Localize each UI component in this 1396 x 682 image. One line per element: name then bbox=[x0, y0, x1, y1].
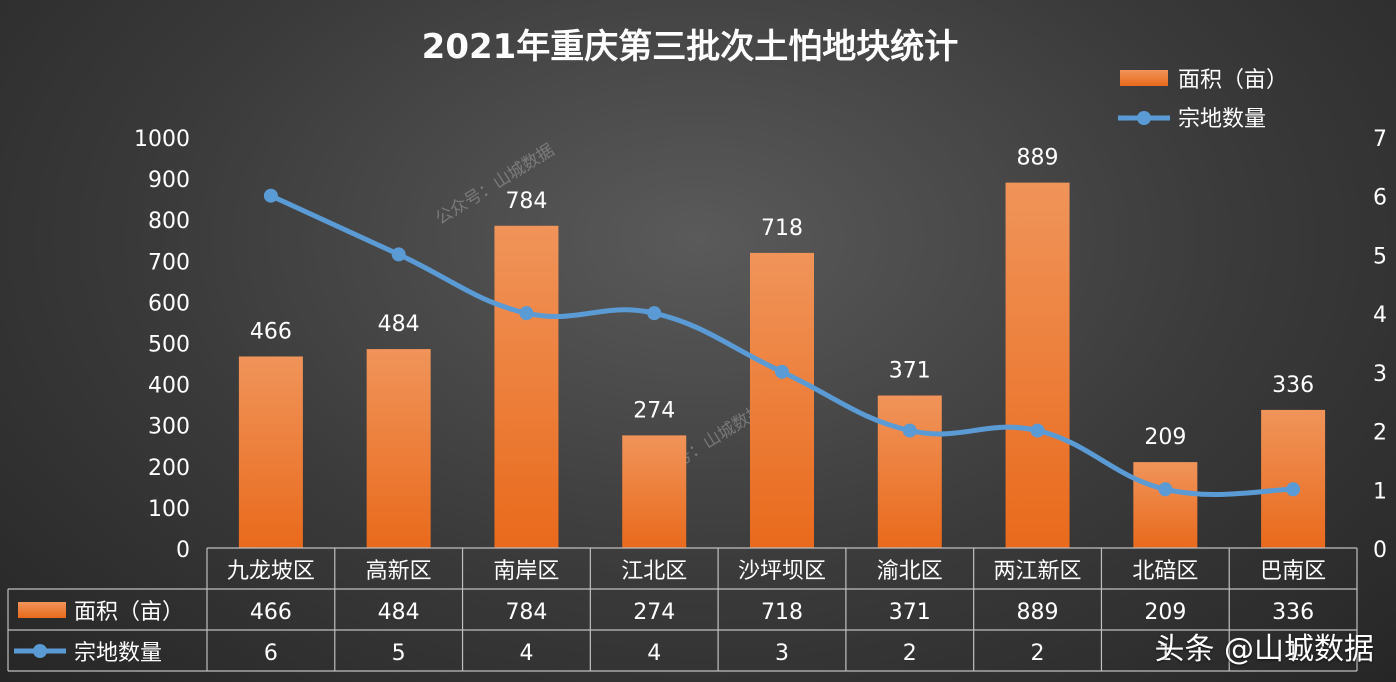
x-tick-label: 巴南区 bbox=[1260, 559, 1326, 584]
bar-data-label: 274 bbox=[633, 398, 675, 423]
line-point bbox=[263, 188, 278, 203]
table-cell: 2 bbox=[903, 641, 917, 666]
table-cell: 2 bbox=[1031, 641, 1045, 666]
x-tick-label: 九龙坡区 bbox=[227, 559, 315, 584]
table-cell: 784 bbox=[505, 600, 547, 625]
line-point bbox=[519, 306, 534, 321]
table-cell: 4 bbox=[647, 641, 661, 666]
x-tick-label: 北碚区 bbox=[1132, 559, 1198, 584]
y-left-tick-label: 100 bbox=[148, 497, 190, 522]
y-left-tick-label: 600 bbox=[148, 291, 190, 316]
table-row-label: 面积（亩） bbox=[74, 600, 184, 625]
y-axis-left: 0 100 200 300 400 500 600 700 800 900 1000 bbox=[134, 127, 190, 563]
table-cell: 274 bbox=[633, 600, 675, 625]
y-left-tick-label: 200 bbox=[148, 456, 190, 481]
bar bbox=[1261, 409, 1326, 548]
x-tick-label: 沙坪坝区 bbox=[738, 559, 826, 584]
bar-data-label: 209 bbox=[1144, 425, 1186, 450]
y-right-tick-label: 0 bbox=[1373, 538, 1387, 563]
watermark: 公众号：山城数据 bbox=[432, 140, 558, 229]
bar-data-label: 889 bbox=[1017, 146, 1059, 171]
table-cell: 4 bbox=[519, 641, 533, 666]
table-row-label: 宗地数量 bbox=[74, 641, 162, 666]
y-right-tick-label: 5 bbox=[1373, 244, 1387, 269]
line-point bbox=[1158, 482, 1173, 497]
line-point bbox=[775, 364, 789, 379]
line-point bbox=[391, 247, 406, 262]
bar bbox=[1133, 462, 1198, 548]
bar bbox=[1005, 182, 1070, 548]
line-point bbox=[1030, 423, 1045, 438]
legend-bar-label: 面积（亩） bbox=[1178, 68, 1288, 93]
y-left-tick-label: 500 bbox=[148, 333, 190, 358]
y-left-tick-label: 0 bbox=[176, 538, 190, 563]
bar-data-label: 484 bbox=[378, 312, 420, 337]
x-tick-label: 高新区 bbox=[366, 559, 432, 584]
bar bbox=[494, 225, 559, 548]
table-cell: 5 bbox=[392, 641, 406, 666]
bar-data-label: 371 bbox=[889, 359, 931, 384]
bar bbox=[750, 252, 814, 549]
y-left-tick-label: 300 bbox=[148, 415, 190, 440]
table-cell: 1 bbox=[1158, 641, 1172, 666]
x-tick-label: 两江新区 bbox=[994, 559, 1082, 584]
y-left-tick-label: 700 bbox=[148, 250, 190, 275]
x-tick-label: 南岸区 bbox=[493, 559, 559, 584]
bar bbox=[238, 356, 303, 548]
table-bar-swatch bbox=[18, 602, 66, 618]
y-right-tick-label: 2 bbox=[1373, 421, 1387, 446]
bar-data-label: 784 bbox=[505, 189, 547, 214]
y-right-tick-label: 4 bbox=[1373, 303, 1387, 328]
table-cell: 336 bbox=[1272, 600, 1314, 625]
legend-line-marker bbox=[1137, 111, 1151, 125]
table-cell: 484 bbox=[378, 600, 420, 625]
line-point bbox=[902, 423, 917, 438]
legend-bar-swatch bbox=[1120, 70, 1168, 86]
line-point bbox=[647, 306, 662, 321]
line-series bbox=[263, 188, 1301, 498]
table-cell: 6 bbox=[264, 641, 278, 666]
legend: 面积（亩） 宗地数量 bbox=[1118, 68, 1288, 132]
table-cell: 371 bbox=[889, 600, 931, 625]
bar bbox=[366, 349, 431, 548]
bar-data-label: 466 bbox=[250, 319, 292, 344]
bar-data-label: 336 bbox=[1272, 373, 1314, 398]
table-line-marker bbox=[33, 644, 47, 658]
y-right-tick-label: 1 bbox=[1373, 479, 1387, 504]
bar bbox=[622, 435, 687, 548]
y-right-tick-label: 7 bbox=[1373, 127, 1387, 152]
bar bbox=[877, 395, 942, 548]
table-cell: 466 bbox=[250, 600, 292, 625]
bar-data-label: 718 bbox=[761, 216, 803, 241]
legend-line-label: 宗地数量 bbox=[1178, 107, 1266, 132]
y-left-tick-label: 400 bbox=[148, 374, 190, 399]
y-axis-right: 0 1 2 3 4 5 6 7 bbox=[1373, 127, 1387, 563]
table-cell: 3 bbox=[775, 641, 789, 666]
credit: 头条 @山城数据 bbox=[1154, 632, 1374, 667]
y-left-tick-label: 900 bbox=[148, 168, 190, 193]
y-right-tick-label: 6 bbox=[1373, 186, 1387, 211]
table-cell: 718 bbox=[761, 600, 803, 625]
y-left-tick-label: 800 bbox=[148, 209, 190, 234]
bar-series: 466 484 784 274 718 371 889 209 336 bbox=[238, 146, 1326, 549]
table-cell: 889 bbox=[1017, 600, 1059, 625]
y-right-tick-label: 3 bbox=[1373, 362, 1387, 387]
table-cell: 209 bbox=[1144, 600, 1186, 625]
x-tick-label: 江北区 bbox=[621, 559, 687, 584]
y-left-tick-label: 1000 bbox=[134, 127, 190, 152]
chart-title: 2021年重庆第三批次土怕地块统计 bbox=[422, 27, 959, 67]
line-point bbox=[1286, 482, 1301, 497]
table-cell: 1 bbox=[1286, 641, 1300, 666]
x-tick-label: 渝北区 bbox=[877, 559, 943, 584]
